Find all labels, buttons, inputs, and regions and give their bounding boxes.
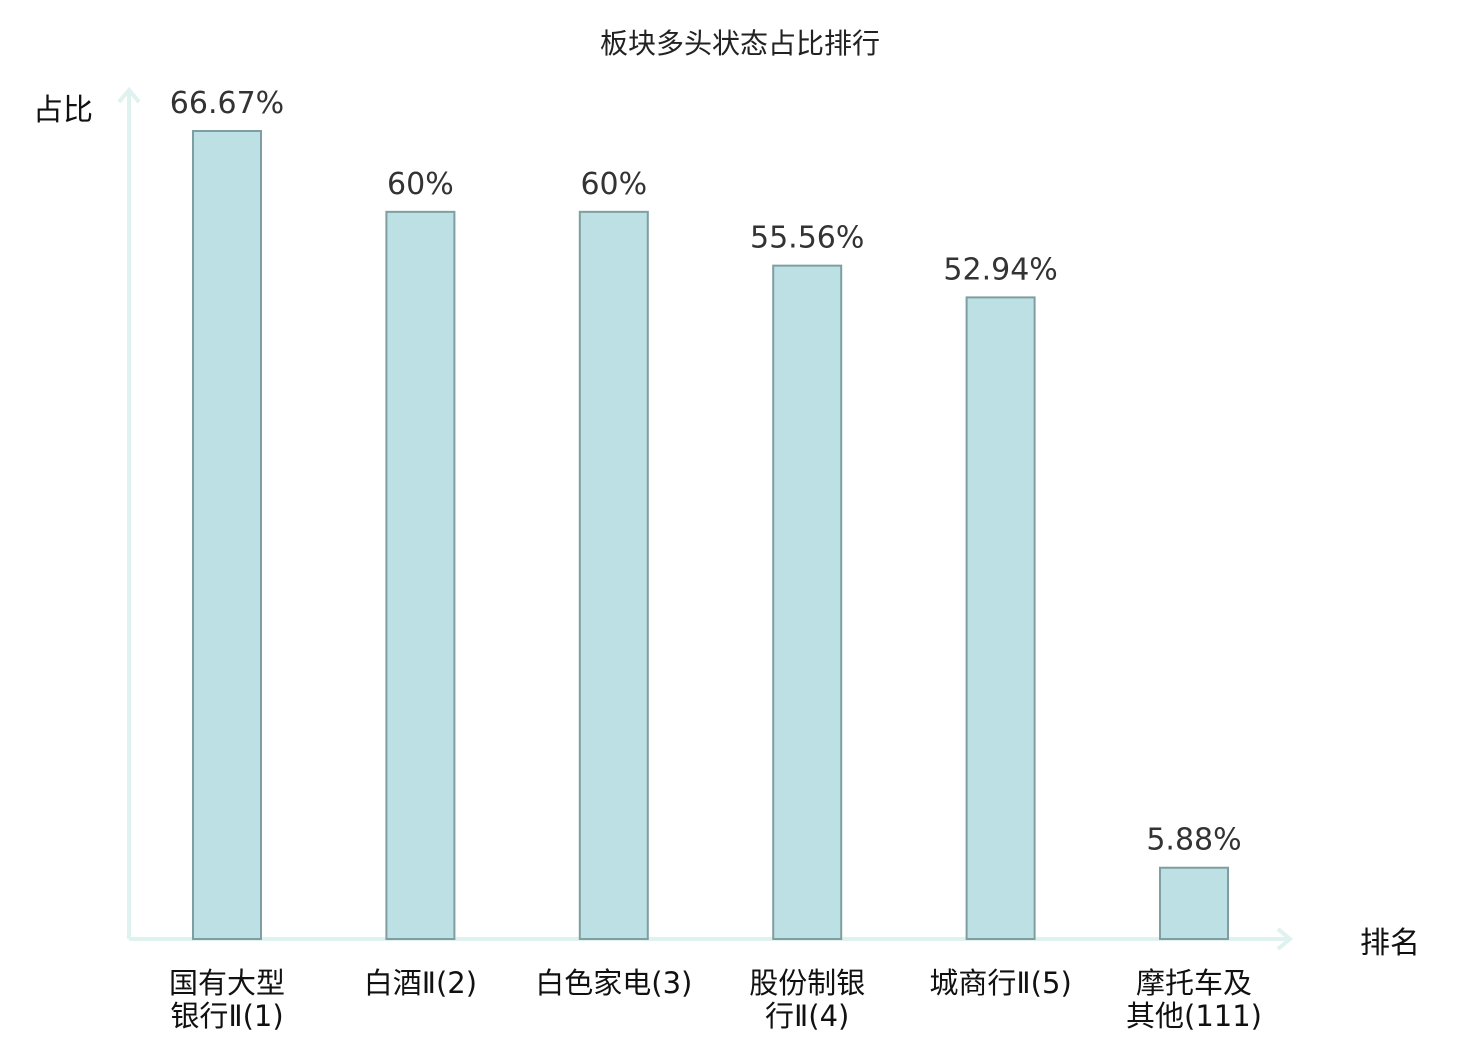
bar-value-label: 60% bbox=[387, 167, 454, 202]
x-tick-label: 白色家电(3) bbox=[535, 966, 692, 1000]
x-tick-label: 国有大型银行Ⅱ(1) bbox=[169, 966, 285, 1033]
axes bbox=[117, 86, 1294, 951]
chart-title: 板块多头状态占比排行 bbox=[600, 27, 880, 60]
bar-value-label: 52.94% bbox=[943, 252, 1057, 287]
x-tick-label-line: 白酒Ⅱ(2) bbox=[364, 966, 477, 1000]
y-axis-label: 占比 bbox=[33, 93, 93, 128]
bar-value-label: 66.67% bbox=[170, 86, 284, 121]
value-labels: 66.67% 60% 60% 55.56% 52.94% 5.88% bbox=[170, 86, 1242, 858]
x-axis-label: 排名 bbox=[1360, 926, 1420, 961]
bar bbox=[772, 264, 843, 940]
x-tick-label-line: 其他(111) bbox=[1126, 999, 1262, 1033]
x-tick-label-line: 摩托车及 bbox=[1136, 966, 1252, 1000]
bar-value-label: 5.88% bbox=[1146, 823, 1241, 858]
x-tick-label-line: 股份制银 bbox=[749, 966, 865, 1000]
bar bbox=[965, 296, 1036, 940]
bar bbox=[1159, 866, 1229, 941]
x-tick-label-line: 银行Ⅱ(1) bbox=[170, 999, 283, 1033]
bar bbox=[385, 210, 456, 940]
x-tick-label-line: 国有大型 bbox=[169, 966, 285, 1000]
category-labels: 国有大型银行Ⅱ(1) 白酒Ⅱ(2) 白色家电(3) 股份制银行Ⅱ(4) 城商行Ⅱ(5) 摩… bbox=[169, 966, 1262, 1033]
bars bbox=[192, 130, 1229, 941]
x-tick-label: 白酒Ⅱ(2) bbox=[364, 966, 477, 1000]
y-axis-arrow-icon bbox=[117, 86, 141, 104]
bar bbox=[192, 130, 262, 940]
x-tick-label: 城商行Ⅱ(5) bbox=[929, 966, 1071, 1000]
bar-value-label: 55.56% bbox=[750, 221, 864, 256]
x-tick-label: 股份制银行Ⅱ(4) bbox=[749, 966, 865, 1033]
x-tick-label-line: 行Ⅱ(4) bbox=[765, 999, 849, 1033]
bar-value-label: 60% bbox=[580, 167, 647, 202]
x-axis-arrow-icon bbox=[1276, 927, 1294, 951]
x-tick-label-line: 城商行Ⅱ(5) bbox=[929, 966, 1071, 1000]
x-tick-label-line: 白色家电(3) bbox=[535, 966, 692, 1000]
bar bbox=[578, 210, 649, 940]
x-tick-label: 摩托车及其他(111) bbox=[1126, 966, 1262, 1033]
